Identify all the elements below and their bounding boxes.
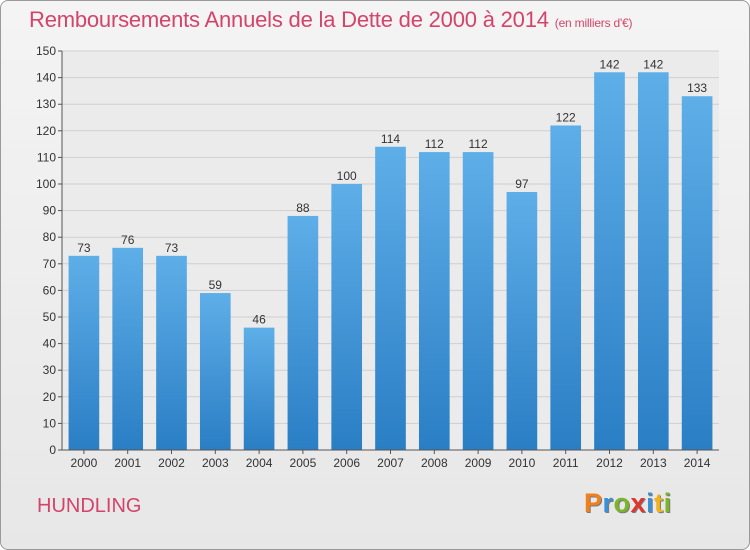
y-tick-label: 10 [43,416,57,430]
y-tick-label: 150 [36,44,56,58]
bar-value-label: 112 [425,137,444,151]
y-tick-label: 90 [43,204,57,218]
logo-letter: i [646,488,655,518]
x-tick-label: 2002 [158,456,185,470]
x-tick-label: 2005 [290,456,317,470]
bar-2006 [331,184,363,450]
y-tick-label: 140 [36,71,56,85]
x-tick-label: 2009 [465,456,492,470]
x-tick-label: 2001 [114,456,141,470]
bar-value-label: 100 [337,169,357,183]
x-tick-label: 2006 [333,456,360,470]
bar-value-label: 73 [77,241,91,255]
x-tick-label: 2008 [421,456,448,470]
bar-value-label: 142 [599,57,619,71]
x-tick-label: 2013 [640,456,667,470]
bar-2013 [637,72,669,450]
bar-value-label: 46 [252,313,266,327]
bar-value-label: 59 [209,278,223,292]
y-tick-label: 70 [43,257,57,271]
y-tick-label: 120 [36,124,56,138]
chart-title-text: Remboursements Annuels de la Dette de 20… [29,7,549,32]
y-tick-label: 110 [37,150,56,164]
bar-2008 [418,152,450,450]
bar-2009 [462,152,494,450]
location-label: HUNDLING [37,495,142,517]
proxiti-logo: Proxiti [584,488,672,519]
x-tick-label: 2007 [377,456,404,470]
bar-value-label: 122 [556,110,576,124]
logo-letter: t [654,488,664,518]
bar-2012 [594,72,625,450]
y-tick-label: 80 [43,230,57,244]
bar-2014 [681,96,713,450]
bar-value-label: 88 [296,201,310,215]
bar-value-label: 133 [687,81,707,95]
x-tick-label: 2000 [71,456,98,470]
x-tick-label: 2010 [509,456,536,470]
y-tick-label: 0 [49,443,56,457]
x-tick-label: 2003 [202,456,229,470]
bar-2000 [68,255,100,450]
chart-subtitle: (en milliers d'€) [554,16,633,30]
bar-value-label: 76 [121,233,135,247]
bar-value-label: 112 [469,137,488,151]
x-tick-label: 2004 [246,456,273,470]
logo-letter: r [602,488,614,518]
bar-2004 [243,327,275,450]
x-tick-label: 2011 [553,456,579,470]
bar-2007 [375,146,406,450]
y-tick-label: 30 [43,363,57,377]
bar-value-label: 97 [515,177,529,191]
y-tick-label: 20 [43,390,57,404]
logo-letter: o [613,488,631,518]
x-tick-label: 2012 [596,456,623,470]
logo-letter: x [630,488,647,518]
bar-2002 [156,255,187,450]
bar-2011 [550,125,582,450]
bar-2010 [506,191,538,451]
bar-value-label: 142 [643,57,663,71]
bar-2001 [112,247,144,450]
logo-letter: P [584,488,603,518]
bar-2005 [287,215,319,450]
bar-value-label: 73 [165,241,179,255]
chart-title: Remboursements Annuels de la Dette de 20… [29,7,633,33]
y-tick-label: 50 [43,310,57,324]
logo-letter: i [663,488,672,518]
y-tick-label: 60 [43,283,57,297]
y-tick-label: 40 [43,337,57,351]
x-tick-label: 2014 [684,456,711,470]
bar-2003 [199,293,231,450]
y-tick-label: 100 [36,177,56,191]
bar-value-label: 114 [381,132,400,146]
y-tick-label: 130 [36,97,56,111]
